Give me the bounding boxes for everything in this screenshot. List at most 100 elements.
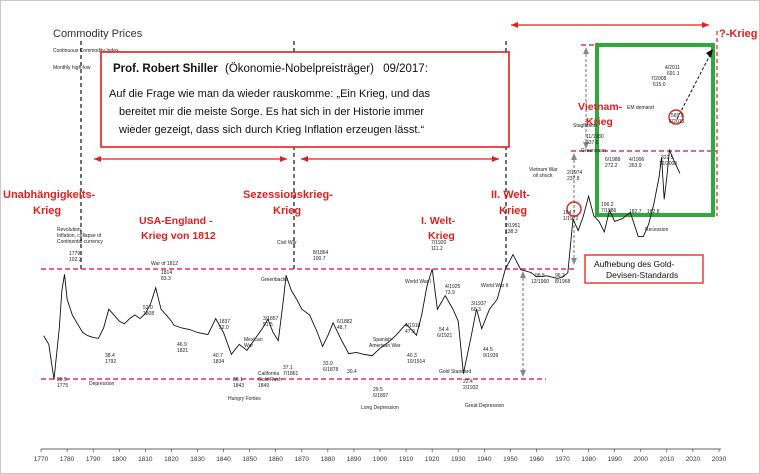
note-1878-date: 6/1878 bbox=[323, 367, 339, 373]
note-california-1: California bbox=[258, 371, 279, 377]
x-axis-ticks: 1770 1780 1790 1800 1810 1820 1830 1840 1850 1860… bbox=[34, 449, 727, 463]
note-1837-value: 52.0 bbox=[219, 325, 229, 331]
note-2013: 569.0 bbox=[671, 113, 684, 119]
x-tick-label-1820: 1820 bbox=[164, 456, 179, 463]
note-1821-date: 1821 bbox=[177, 348, 188, 354]
x-tick-label-1780: 1780 bbox=[60, 456, 75, 463]
note-1926: 54.4 bbox=[439, 327, 449, 333]
note-1878: 33.9 bbox=[323, 361, 333, 367]
circle-1972 bbox=[566, 201, 582, 217]
note-1926-date: 6/1921 bbox=[437, 333, 453, 339]
note-1864: 8/1864 bbox=[313, 250, 329, 256]
note-2008b: 322.5 bbox=[661, 155, 674, 161]
note-1937-value: 60.3 bbox=[471, 307, 481, 313]
note-1951: 2/1951 bbox=[505, 223, 521, 229]
note-depression: Depression bbox=[89, 381, 115, 387]
war-label-usa-1: USA-England - bbox=[139, 215, 213, 227]
note-2008: 7/2008 bbox=[651, 76, 667, 82]
chart-title: Commodity Prices bbox=[53, 28, 143, 40]
note-2013-date: 6/2013 bbox=[669, 119, 685, 125]
chart-subtitle-2: Monthly high-low bbox=[53, 65, 91, 71]
x-tick-label-1850: 1850 bbox=[242, 456, 257, 463]
annotations: Revolution Inflation, collapse of Contin… bbox=[57, 65, 685, 411]
note-1980: 11/1980 bbox=[586, 134, 604, 140]
note-1882-value: 48.7 bbox=[337, 325, 347, 331]
x-tick-label-2030: 2030 bbox=[712, 456, 727, 463]
x-tick-label-1970: 1970 bbox=[555, 456, 570, 463]
war-label-vietnam-1: Vietnam- bbox=[578, 101, 623, 113]
x-tick-label-2010: 2010 bbox=[660, 456, 675, 463]
x-tick-label-1810: 1810 bbox=[138, 456, 153, 463]
note-1968-date: 8/1968 bbox=[555, 279, 571, 285]
note-1996: 4/1996 bbox=[629, 157, 645, 163]
note-1814-value: 83.3 bbox=[161, 276, 171, 282]
note-1775: 20.5 bbox=[57, 377, 67, 383]
x-tick-label-1800: 1800 bbox=[112, 456, 127, 463]
chart-subtitle-1: Continuous Commodity Index bbox=[53, 48, 119, 54]
note-spanish-2: American War bbox=[369, 343, 401, 349]
note-1792: 38.4 bbox=[105, 353, 115, 359]
x-tick-label-1960: 1960 bbox=[529, 456, 544, 463]
note-1988: 6/1988 bbox=[605, 157, 621, 163]
note-stagflation: Stagflation bbox=[573, 123, 597, 129]
callout-box bbox=[584, 254, 704, 284]
grey-arrows bbox=[522, 49, 587, 375]
note-1837: 1837 bbox=[219, 319, 230, 325]
note-1857: 3/1857 bbox=[263, 316, 279, 322]
note-revolution-1: Revolution bbox=[57, 227, 81, 233]
quote-header: Prof. Robert Shiller (Ökonomie-Nobelprei… bbox=[113, 63, 428, 75]
note-1861-date: 7/1861 bbox=[283, 371, 299, 377]
note-1857-value: 51.5 bbox=[263, 322, 273, 328]
note-1897: 29.5 bbox=[373, 387, 383, 393]
x-tick-label-1930: 1930 bbox=[451, 456, 466, 463]
future-projection bbox=[676, 52, 712, 120]
note-hungry: Hungry Forties bbox=[228, 396, 261, 402]
war-label-ww1-1: I. Welt- bbox=[421, 215, 456, 227]
note-1939-date: 9/1939 bbox=[483, 353, 499, 359]
note-recession: Recession bbox=[645, 227, 669, 233]
note-revolution-3: Continental currency bbox=[57, 239, 103, 245]
callout-line-2: Devisen-Standards bbox=[606, 270, 678, 280]
note-1988-value: 272.2 bbox=[605, 163, 618, 169]
quote-line-3: wieder gezeigt, dass sich durch Krieg In… bbox=[118, 124, 424, 136]
note-ww1: World War I bbox=[405, 279, 431, 285]
note-greatdep: Great Depression bbox=[465, 403, 504, 409]
note-civilwar: Civil War bbox=[277, 240, 297, 246]
note-1861: 37.1 bbox=[283, 365, 293, 371]
note-1932: 22.4 bbox=[463, 379, 473, 385]
note-vietnamwar-2: oil shock bbox=[533, 173, 553, 179]
note-longdep: Long Depression bbox=[361, 405, 399, 411]
note-1951-value: 138.3 bbox=[505, 229, 518, 235]
x-tick-label-1860: 1860 bbox=[268, 456, 283, 463]
x-tick-label-1870: 1870 bbox=[295, 456, 310, 463]
note-2008b-date: 12/2008 bbox=[659, 161, 677, 167]
note-1974-value: 237.8 bbox=[567, 176, 580, 182]
note-goldstd: Gold Standard bbox=[439, 369, 471, 375]
note-1814: 1814 bbox=[161, 270, 172, 276]
note-1986: 196.2 bbox=[601, 202, 614, 208]
era-arrowheads bbox=[94, 22, 709, 162]
note-1960-date: 12/1960 bbox=[531, 279, 549, 285]
note-1834-date: 1834 bbox=[213, 359, 224, 365]
grey-arrowheads bbox=[520, 47, 589, 377]
note-1968: 96.2 bbox=[555, 273, 565, 279]
note-2011: 4/2011 bbox=[665, 65, 680, 71]
note-1986-date: 7/1986 bbox=[601, 208, 617, 214]
war-label-future: ?-Krieg bbox=[719, 28, 758, 40]
note-1937: 3/1937 bbox=[471, 301, 487, 307]
series-line bbox=[43, 149, 681, 380]
note-1834: 40.7 bbox=[213, 353, 223, 359]
note-1980-value: 337.6 bbox=[586, 140, 599, 146]
x-tick-label-1880: 1880 bbox=[321, 456, 336, 463]
note-greenbacks: Greenbacks bbox=[261, 277, 288, 283]
note-spanish-1: Spanish- bbox=[373, 337, 393, 343]
note-1779: 1779 bbox=[69, 251, 80, 257]
x-tick-label-1840: 1840 bbox=[216, 456, 231, 463]
quote-role: (Ökonomie-Nobelpreisträger) bbox=[225, 63, 374, 75]
x-tick-label-1980: 1980 bbox=[581, 456, 596, 463]
quote-date: 09/2017: bbox=[383, 63, 428, 75]
war-label-sezession-1: Sezessionskrieg- bbox=[243, 189, 333, 201]
note-2001: 182.8 bbox=[647, 209, 660, 215]
note-mexican-2: War bbox=[244, 343, 253, 349]
